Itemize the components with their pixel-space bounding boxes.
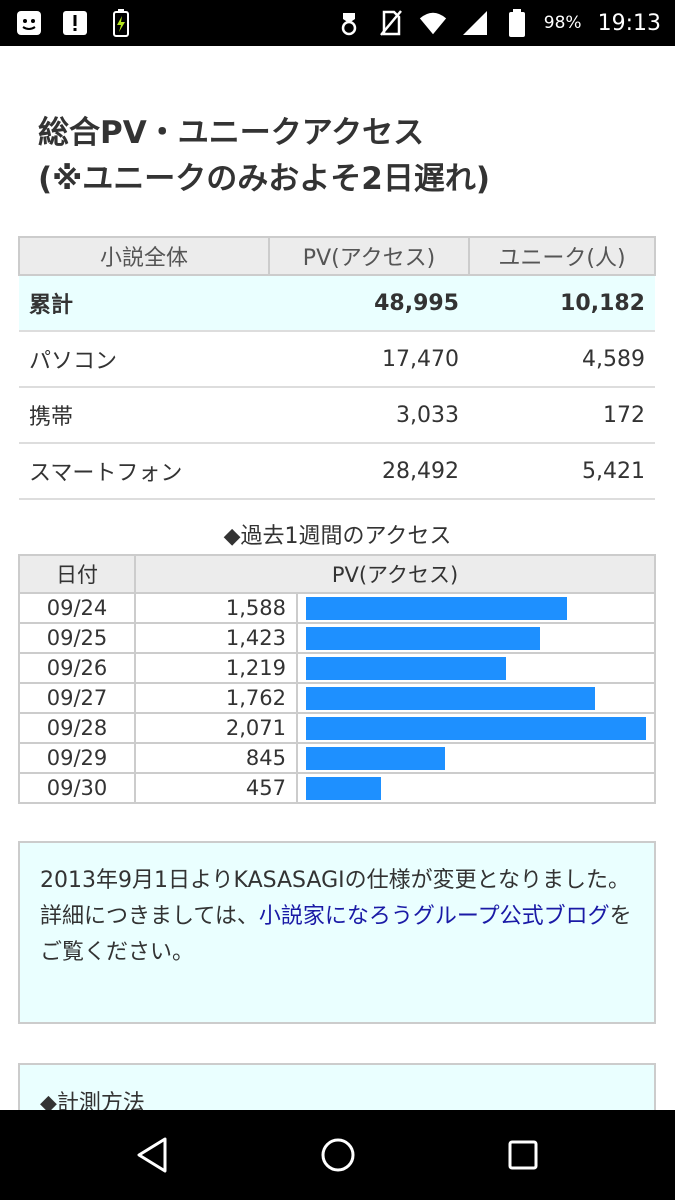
row-pv: 3,033 xyxy=(269,387,469,444)
page-title: 総合PV・ユニークアクセス (※ユニークのみおよそ2日遅れ) xyxy=(38,110,490,202)
weekly-date: 09/27 xyxy=(18,682,136,714)
pv-bar xyxy=(306,716,646,740)
method-box: ◆計測方法 xyxy=(18,1063,656,1110)
battery-saver-icon xyxy=(106,8,136,38)
summary-row-smartphone: スマートフォン 28,492 5,421 xyxy=(19,443,655,500)
weekly-header-date: 日付 xyxy=(18,554,136,594)
row-unique: 4,589 xyxy=(469,331,655,388)
signal-icon xyxy=(460,8,490,38)
no-sim-icon xyxy=(376,8,406,38)
notice-text-1: 2013年9月1日よりKASASAGIの仕様が変更となりました。 xyxy=(40,868,630,893)
weekly-pv: 1,588 xyxy=(134,592,298,624)
summary-header-scope: 小説全体 xyxy=(18,236,270,276)
weekly-pv: 1,423 xyxy=(134,622,298,654)
row-unique: 172 xyxy=(469,387,655,444)
wifi-icon xyxy=(418,8,448,38)
weekly-date: 09/26 xyxy=(18,652,136,684)
weekly-bar-cell xyxy=(296,652,656,684)
summary-header-pv: PV(アクセス) xyxy=(268,236,470,276)
battery-percent: 98% xyxy=(543,13,582,33)
weekly-date: 09/25 xyxy=(18,622,136,654)
weekly-table: 日付 PV(アクセス) 09/24 1,588 09/25 1,423 09/26 1,2… xyxy=(18,554,656,804)
weekly-date: 09/30 xyxy=(18,772,136,804)
pv-bar xyxy=(306,746,445,770)
row-unique: 10,182 xyxy=(469,275,655,332)
weekly-pv: 457 xyxy=(134,772,298,804)
row-pv: 48,995 xyxy=(269,275,469,332)
weekly-pv: 2,071 xyxy=(134,712,298,744)
navigation-bar xyxy=(0,1110,675,1200)
page-content: 総合PV・ユニークアクセス (※ユニークのみおよそ2日遅れ) 小説全体 PV(ア… xyxy=(0,46,675,1110)
weekly-date: 09/28 xyxy=(18,712,136,744)
pv-bar xyxy=(306,656,506,680)
pv-bar xyxy=(306,776,381,800)
official-blog-link[interactable]: 小説家になろうグループ公式ブログ xyxy=(258,904,610,929)
row-label: 携帯 xyxy=(19,387,269,444)
weekly-row: 09/28 2,071 xyxy=(18,712,656,744)
weekly-date: 09/24 xyxy=(18,592,136,624)
notice-box: 2013年9月1日よりKASASAGIの仕様が変更となりました。 詳細につきまし… xyxy=(18,841,656,1024)
notification-face-icon xyxy=(14,8,44,38)
row-pv: 17,470 xyxy=(269,331,469,388)
row-pv: 28,492 xyxy=(269,443,469,500)
recents-icon[interactable] xyxy=(493,1125,553,1185)
alert-icon xyxy=(60,8,90,38)
weekly-bar-cell xyxy=(296,742,656,774)
weekly-date: 09/29 xyxy=(18,742,136,774)
notice-text-2: 詳細につきましては、 xyxy=(40,904,259,929)
row-label: パソコン xyxy=(19,331,269,388)
weekly-row: 09/24 1,588 xyxy=(18,592,656,624)
weekly-bar-cell xyxy=(296,712,656,744)
row-unique: 5,421 xyxy=(469,443,655,500)
weekly-bar-cell xyxy=(296,772,656,804)
row-label: スマートフォン xyxy=(19,443,269,500)
weekly-row: 09/26 1,219 xyxy=(18,652,656,684)
clock: 19:13 xyxy=(597,10,661,36)
notice-text-3: をご覧ください。 xyxy=(40,904,632,965)
summary-header-unique: ユニーク(人) xyxy=(468,236,656,276)
weekly-caption: ◆過去1週間のアクセス xyxy=(223,524,452,549)
title-line-2: (※ユニークのみおよそ2日遅れ) xyxy=(38,161,491,197)
home-icon[interactable] xyxy=(308,1125,368,1185)
weekly-pv: 1,219 xyxy=(134,652,298,684)
weekly-pv: 1,762 xyxy=(134,682,298,714)
method-heading: ◆計測方法 xyxy=(40,1091,145,1110)
status-bar: 98% 19:13 xyxy=(0,0,675,46)
summary-row-pc: パソコン 17,470 4,589 xyxy=(19,331,655,388)
battery-icon xyxy=(502,8,532,38)
weekly-bar-cell xyxy=(296,592,656,624)
summary-row-total: 累計 48,995 10,182 xyxy=(19,275,655,332)
back-icon[interactable] xyxy=(123,1125,183,1185)
weekly-row: 09/27 1,762 xyxy=(18,682,656,714)
weekly-row: 09/25 1,423 xyxy=(18,622,656,654)
summary-table: 小説全体 PV(アクセス) ユニーク(人) 累計 48,995 10,182 パ… xyxy=(18,236,656,500)
pv-bar xyxy=(306,626,540,650)
weekly-row: 09/29 845 xyxy=(18,742,656,774)
pv-bar xyxy=(306,596,567,620)
weekly-bar-cell xyxy=(296,622,656,654)
summary-row-mobile: 携帯 3,033 172 xyxy=(19,387,655,444)
alarm-icon xyxy=(334,8,364,38)
row-label: 累計 xyxy=(19,275,269,332)
weekly-row: 09/30 457 xyxy=(18,772,656,804)
title-line-1: 総合PV・ユニークアクセス xyxy=(38,115,425,151)
pv-bar xyxy=(306,686,595,710)
weekly-pv: 845 xyxy=(134,742,298,774)
weekly-bar-cell xyxy=(296,682,656,714)
weekly-header-pv: PV(アクセス) xyxy=(134,554,656,594)
